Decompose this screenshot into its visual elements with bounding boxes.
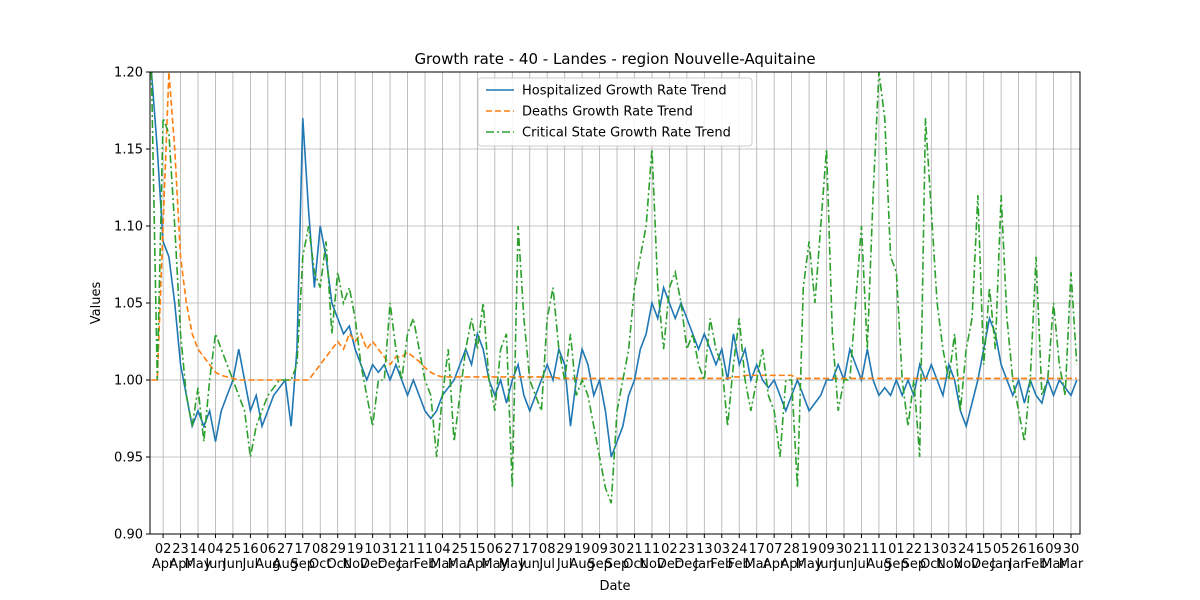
x-tick-label: 08 Oct — [309, 542, 331, 572]
legend-label: Hospitalized Growth Rate Trend — [522, 84, 727, 99]
y-tick-label: 0.90 — [114, 528, 143, 543]
x-tick-label: 17 Mar — [744, 542, 769, 572]
x-tick-label: 19 Aug — [569, 542, 594, 572]
x-tick-label: 11 Nov — [639, 542, 665, 572]
x-tick-label: 03 Feb — [710, 542, 733, 572]
x-tick-label: 23 Dec — [674, 542, 699, 572]
legend: Hospitalized Growth Rate Trend Deaths Gro… — [477, 77, 753, 147]
x-tick-label: 03 Nov — [936, 542, 962, 572]
x-tick-label: 09 Sep — [587, 542, 612, 572]
x-tick-label: 31 Dec — [377, 542, 402, 572]
x-tick-label: 01 Sep — [884, 542, 909, 572]
x-tick-label: 21 Oct — [623, 542, 645, 572]
x-tick-label: 25 Mar — [448, 542, 473, 572]
x-tick-label: 10 Dec — [360, 542, 385, 572]
x-tick-label: 06 Aug — [255, 542, 280, 572]
x-tick-label: 17 Jun — [519, 542, 540, 572]
x-axis-label: Date — [599, 579, 630, 594]
y-tick-label: 1.20 — [114, 66, 143, 81]
x-tick-label: 23 Apr — [169, 542, 192, 572]
x-tick-label: 29 Oct — [326, 542, 348, 572]
plot-lines — [150, 72, 1078, 504]
x-tick-label: 19 Nov — [342, 542, 368, 572]
y-tick-label: 1.10 — [114, 220, 143, 235]
x-tick-label: 11 Feb — [413, 542, 436, 572]
x-tick-label: 25 Jun — [222, 542, 243, 572]
series-line — [151, 72, 1077, 381]
x-tick-label: 21 Jul — [853, 542, 870, 572]
x-tick-label: 17 Sep — [291, 542, 316, 572]
x-tick-label: 13 Oct — [920, 542, 942, 572]
x-tick-label: 16 Feb — [1025, 542, 1048, 572]
y-tick-label: 1.00 — [114, 374, 143, 389]
x-tick-label: 05 Jan — [990, 542, 1011, 572]
x-tick-label: 09 Jun — [815, 542, 836, 572]
legend-label: Critical State Growth Rate Trend — [522, 126, 731, 141]
x-tick-label: 15 Dec — [971, 542, 996, 572]
x-tick-label: 29 Jul — [556, 542, 573, 572]
x-tick-label: 27 Aug — [273, 542, 298, 572]
x-tick-label: 30 Sep — [605, 542, 630, 572]
x-tick-label: 28 Apr — [780, 542, 803, 572]
x-tick-label: 26 Jan — [1008, 542, 1029, 572]
y-tick-label: 0.95 — [114, 451, 143, 466]
legend-box — [477, 77, 753, 147]
legend-label: Deaths Growth Rate Trend — [522, 105, 693, 120]
x-tick-label: 21 Jan — [397, 542, 418, 572]
x-tick-label: 30 Jun — [833, 542, 854, 572]
x-tick-label: 30 Mar — [1059, 542, 1084, 572]
x-tick-label: 04 Jun — [204, 542, 225, 572]
chart-title: Growth rate - 40 - Landes - region Nouve… — [414, 50, 815, 68]
x-tick-label: 07 Apr — [763, 542, 786, 572]
x-tick-label: 22 Sep — [902, 542, 927, 572]
x-tick-label: 04 Mar — [430, 542, 455, 572]
x-tick-label: 24 Feb — [728, 542, 751, 572]
x-tick-label: 06 May — [481, 542, 508, 572]
x-tick-label: 11 Aug — [866, 542, 891, 572]
x-tick-label: 14 May — [185, 542, 212, 572]
x-tick-label: 09 Mar — [1041, 542, 1066, 572]
x-tick-label: 16 Jul — [242, 542, 259, 572]
x-tick-label: 24 Nov — [954, 542, 980, 572]
y-tick-label: 1.15 — [114, 143, 143, 158]
x-tick-label: 02 Apr — [152, 542, 175, 572]
x-tick-label: 15 Apr — [466, 542, 489, 572]
x-tick-label: 02 Dec — [657, 542, 682, 572]
x-tick-label: 08 Jul — [538, 542, 555, 572]
series-line — [150, 72, 1078, 504]
y-tick-label: 1.05 — [114, 297, 143, 312]
x-tick-label: 27 May — [499, 542, 526, 572]
y-axis-label: Values — [89, 282, 104, 325]
x-tick-label: 19 May — [796, 542, 823, 572]
series-line — [150, 72, 1078, 458]
x-tick-label: 13 Jan — [693, 542, 714, 572]
